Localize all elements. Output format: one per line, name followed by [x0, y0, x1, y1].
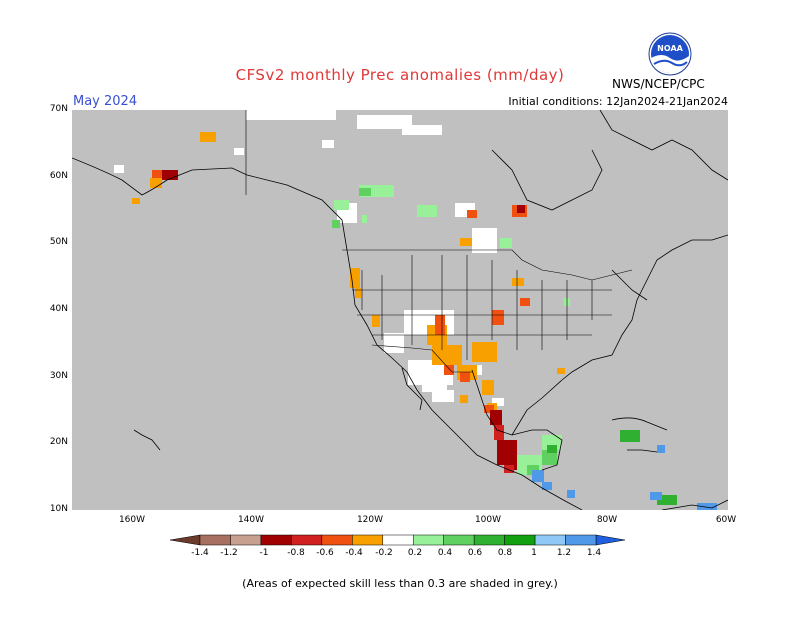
colorbar-label: 0.6 — [467, 548, 483, 558]
colorbar-segment — [260, 534, 292, 546]
lon-label-60w: 60W — [715, 515, 737, 525]
orange-cells — [132, 132, 565, 413]
colorbar-label: 1.4 — [586, 548, 602, 558]
lat-label-10n: 10N — [49, 504, 68, 514]
dark-green-cells — [547, 430, 677, 505]
political-borders — [245, 110, 633, 373]
colorbar-segment — [352, 534, 384, 546]
forecast-month: May 2024 — [73, 94, 138, 109]
lat-label-30n: 30N — [49, 371, 68, 381]
lon-label-80w: 80W — [596, 515, 618, 525]
lon-label-100w: 100W — [474, 515, 502, 525]
colorbar-label: -1 — [259, 548, 269, 558]
map-background — [72, 110, 728, 510]
colorbar-segment — [412, 534, 444, 546]
colorbar-label: 0.8 — [497, 548, 513, 558]
colorbar-label: -1.4 — [191, 548, 209, 558]
colorbar-segment — [382, 534, 414, 546]
colorbar-segment — [565, 534, 597, 546]
agency-label: NWS/NCEP/CPC — [612, 77, 705, 91]
colorbar — [169, 532, 630, 552]
colorbar-label: 0.4 — [437, 548, 453, 558]
colorbar-label: -0.4 — [345, 548, 363, 558]
noaa-logo: NOAA — [648, 32, 692, 80]
red-cells — [494, 425, 514, 473]
colorbar-segment — [199, 534, 231, 546]
map-title: CFSv2 monthly Prec anomalies (mm/day) — [235, 66, 565, 84]
colorbar-label: -1.2 — [220, 548, 238, 558]
noaa-logo-text: NOAA — [657, 44, 683, 53]
colorbar-label: -0.8 — [287, 548, 305, 558]
colorbar-segment — [291, 534, 323, 546]
lon-label-120w: 120W — [356, 515, 384, 525]
initial-conditions: Initial conditions: 12Jan2024-21Jan2024 — [508, 95, 728, 108]
colorbar-label: 0.2 — [407, 548, 423, 558]
colorbar-segment — [443, 534, 475, 546]
colorbar-label: 1.2 — [556, 548, 572, 558]
colorbar-segment — [321, 534, 353, 546]
colorbar-segment — [534, 534, 566, 546]
lon-label-160w: 160W — [118, 515, 146, 525]
precip-anomaly-map — [71, 109, 729, 514]
colorbar-segment — [473, 534, 505, 546]
colorbar-low-arrow — [169, 534, 201, 546]
lat-label-40n: 40N — [49, 304, 68, 314]
lat-label-70n: 70N — [49, 104, 68, 114]
colorbar-label: -0.2 — [375, 548, 393, 558]
colorbar-segment — [504, 534, 536, 546]
coastlines — [71, 109, 729, 511]
lon-label-140w: 140W — [237, 515, 265, 525]
blue-cells — [532, 445, 717, 510]
colorbar-segment — [230, 534, 262, 546]
lat-label-50n: 50N — [49, 237, 68, 247]
colorbar-label: 1 — [531, 548, 537, 558]
colorbar-high-arrow — [595, 534, 626, 546]
lat-label-20n: 20N — [49, 437, 68, 447]
skill-footnote: (Areas of expected skill less than 0.3 a… — [242, 577, 558, 590]
lat-label-60n: 60N — [49, 171, 68, 181]
colorbar-label: -0.6 — [316, 548, 334, 558]
